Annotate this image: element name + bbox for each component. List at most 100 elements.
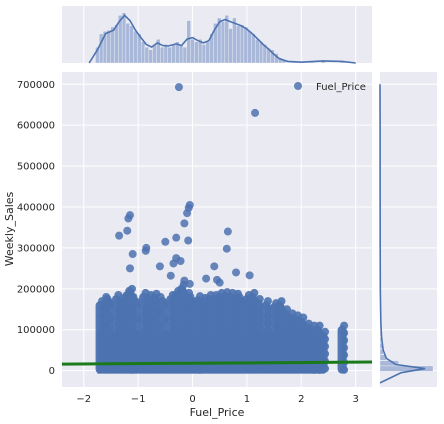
top-histogram-bar (251, 33, 256, 64)
top-histogram-bar (224, 15, 229, 64)
y-tick-label: 300000 (17, 243, 55, 254)
top-histogram-bar (121, 12, 127, 64)
scatter-point (186, 307, 195, 316)
top-histogram-bar (243, 26, 248, 64)
top-histogram-bar (144, 46, 149, 64)
top-histogram-bar (125, 23, 130, 64)
scatter-point (156, 351, 165, 360)
scatter-point (156, 337, 165, 346)
top-histogram-bar (190, 39, 195, 64)
top-histogram-bar (194, 41, 199, 64)
top-histogram-bar (228, 28, 233, 64)
scatter-point (123, 226, 132, 235)
scatter-point (340, 321, 349, 330)
scatter-point (102, 307, 111, 316)
top-histogram-bar (182, 46, 187, 64)
scatter-point (186, 337, 195, 346)
scatter-point (166, 271, 175, 280)
scatter-point (222, 244, 231, 253)
y-tick-label: 100000 (17, 325, 55, 336)
scatter-point (251, 108, 260, 117)
scatter-point (185, 279, 194, 288)
scatter-point (180, 219, 189, 228)
x-tick-label: −1 (131, 394, 146, 405)
x-tick-label: 2 (298, 394, 304, 405)
scatter-point (102, 322, 111, 331)
y-axis-ticks: 0 100000 200000 300000 400000 500000 600000 700… (17, 80, 55, 377)
scatter-point (115, 231, 124, 240)
scatter-point (282, 305, 291, 314)
legend-label: Fuel_Price (316, 82, 366, 93)
scatter-point (155, 262, 164, 271)
top-histogram-bar (106, 29, 111, 64)
scatter-point (235, 322, 244, 331)
legend: Fuel_Price (294, 82, 366, 93)
top-histogram-bar (236, 25, 241, 64)
top-histogram-bar (110, 26, 115, 64)
x-tick-label: 3 (352, 394, 358, 405)
top-histogram-bar (167, 46, 172, 64)
scatter-point (321, 364, 330, 373)
scatter-point (129, 293, 138, 301)
scatter-point (186, 351, 195, 360)
right-histogram-bar (379, 337, 382, 343)
top-histogram-bar (179, 44, 184, 64)
scatter-point (125, 264, 134, 273)
scatter-point (235, 337, 244, 346)
y-tick-label: 700000 (17, 80, 55, 91)
scatter-point (102, 351, 111, 360)
scatter-point (210, 262, 219, 271)
top-histogram-bar (232, 17, 237, 64)
scatter-point (127, 284, 136, 293)
scatter-point (315, 321, 324, 330)
scatter-point (250, 288, 259, 297)
y-tick-label: 500000 (17, 162, 55, 173)
scatter-point (321, 335, 330, 344)
top-histogram-bar (247, 31, 252, 64)
scatter-point (186, 293, 195, 301)
scatter-point (245, 271, 254, 280)
scatter-point (321, 342, 330, 351)
scatter-point (340, 336, 349, 345)
scatter-point (235, 293, 244, 301)
scatter-point (156, 307, 165, 316)
scatter-point (235, 351, 244, 360)
y-tick-label: 200000 (17, 284, 55, 295)
legend-marker-icon (294, 82, 302, 90)
y-tick-label: 600000 (17, 121, 55, 132)
top-histogram-bar (258, 41, 264, 64)
top-histogram-bar (186, 20, 191, 64)
scatter-point (161, 237, 170, 246)
scatter-point (183, 209, 192, 218)
top-histogram-bar (129, 25, 134, 64)
scatter-point (340, 329, 349, 337)
scatter-point (277, 297, 286, 306)
scatter-point (321, 327, 330, 336)
scatter-point (321, 349, 330, 358)
scatter-point (202, 274, 211, 283)
scatter-point (129, 322, 138, 331)
scatter-point (102, 337, 111, 346)
scatter-point (263, 297, 272, 306)
scatter-point (255, 295, 264, 304)
scatter-point (176, 257, 185, 265)
top-histogram-bar (133, 31, 138, 64)
top-histogram-bar (255, 39, 260, 64)
top-marginal-kde-line (88, 14, 356, 64)
scatter-point (129, 351, 138, 360)
scatter-point (299, 313, 308, 322)
scatter-point (215, 278, 224, 287)
top-histogram-bar (201, 44, 207, 64)
scatter-point (172, 233, 181, 242)
y-axis-label: Weekly_Sales (3, 191, 16, 266)
top-marginal-histogram (95, 12, 345, 64)
x-tick-label: 0 (189, 394, 195, 405)
top-histogram-bar (163, 44, 168, 64)
top-histogram-bar (140, 41, 146, 64)
scatter-point (232, 268, 241, 277)
top-histogram-bar (220, 21, 226, 64)
scatter-point (340, 351, 349, 360)
scatter-point (169, 259, 178, 268)
scatter-point (102, 293, 111, 301)
